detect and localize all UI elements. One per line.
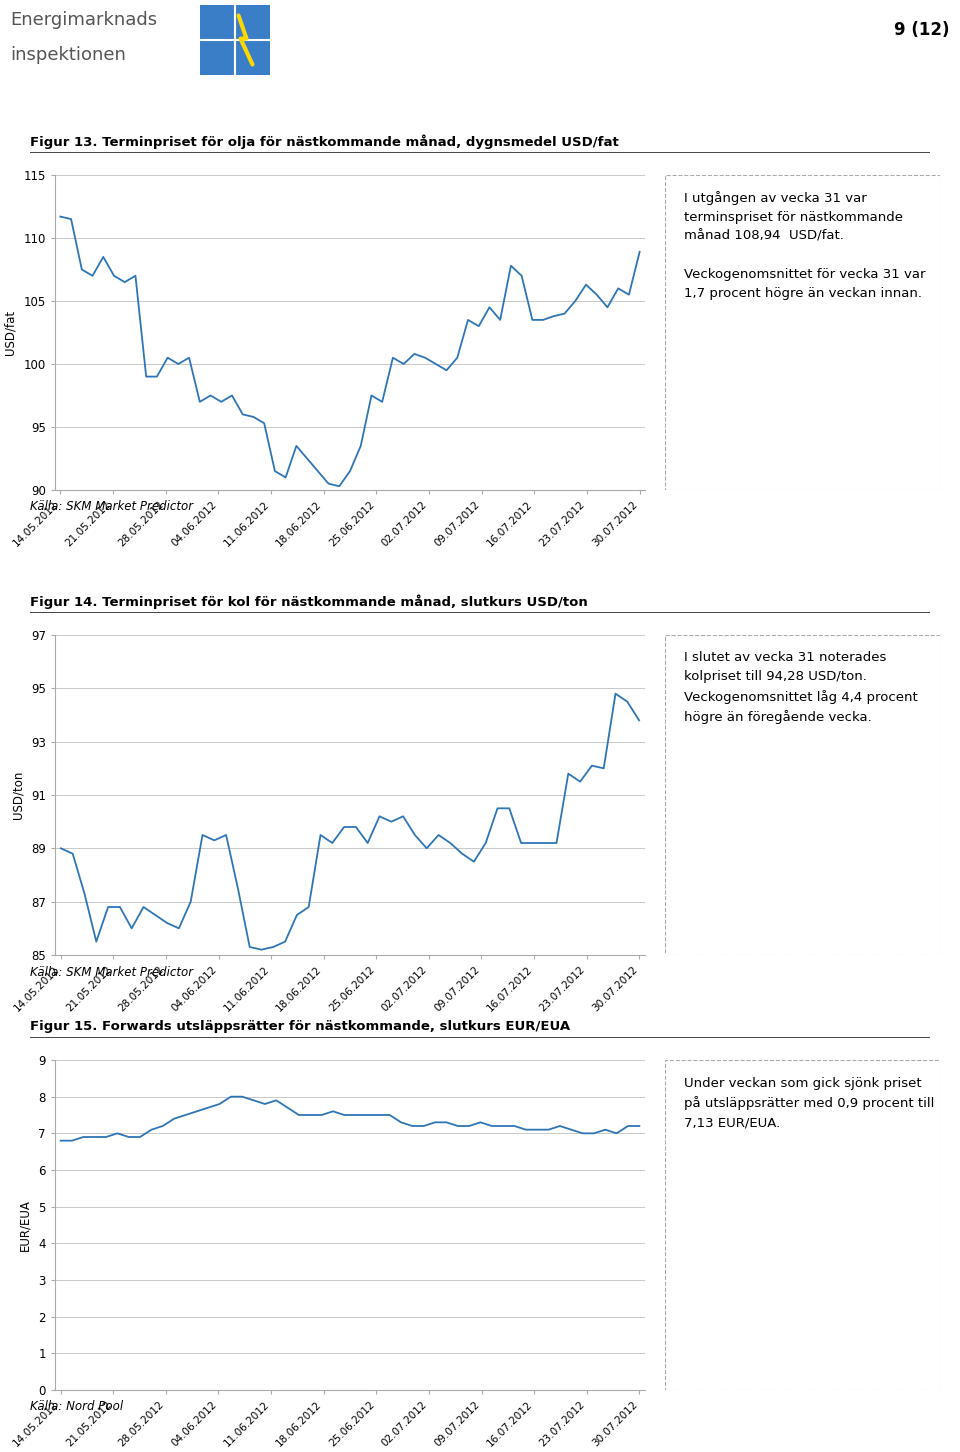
FancyBboxPatch shape <box>665 1060 940 1390</box>
Text: Figur 15. Forwards utsläppsrätter för nästkommande, slutkurs EUR/EUA: Figur 15. Forwards utsläppsrätter för nä… <box>30 1019 570 1032</box>
Y-axis label: USD/fat: USD/fat <box>4 309 16 356</box>
Text: 9 (12): 9 (12) <box>895 20 950 39</box>
Text: Figur 14. Terminpriset för kol för nästkommande månad, slutkurs USD/ton: Figur 14. Terminpriset för kol för nästk… <box>30 595 588 610</box>
Text: Källa: SKM Market Predictor: Källa: SKM Market Predictor <box>30 966 193 979</box>
FancyBboxPatch shape <box>665 176 940 489</box>
Y-axis label: EUR/EUA: EUR/EUA <box>18 1199 32 1252</box>
Text: Under veckan som gick sjönk priset
på utsläppsrätter med 0,9 procent till
7,13 E: Under veckan som gick sjönk priset på ut… <box>684 1076 935 1130</box>
Text: Källa: SKM Market Predictor: Källa: SKM Market Predictor <box>30 501 193 514</box>
FancyBboxPatch shape <box>200 4 270 76</box>
Text: Figur 13. Terminpriset för olja för nästkommande månad, dygnsmedel USD/fat: Figur 13. Terminpriset för olja för näst… <box>30 135 619 150</box>
Text: Energimarknads: Energimarknads <box>10 12 157 29</box>
FancyBboxPatch shape <box>665 635 940 955</box>
Text: I utgången av vecka 31 var
terminspriset för nästkommande
månad 108,94  USD/fat.: I utgången av vecka 31 var terminspriset… <box>684 190 925 299</box>
Text: inspektionen: inspektionen <box>10 46 126 64</box>
Text: Källa: Nord Pool: Källa: Nord Pool <box>30 1401 123 1413</box>
Y-axis label: USD/ton: USD/ton <box>11 771 24 819</box>
Text: I slutet av vecka 31 noterades
kolpriset till 94,28 USD/ton.
Veckogenomsnittet l: I slutet av vecka 31 noterades kolpriset… <box>684 650 918 725</box>
